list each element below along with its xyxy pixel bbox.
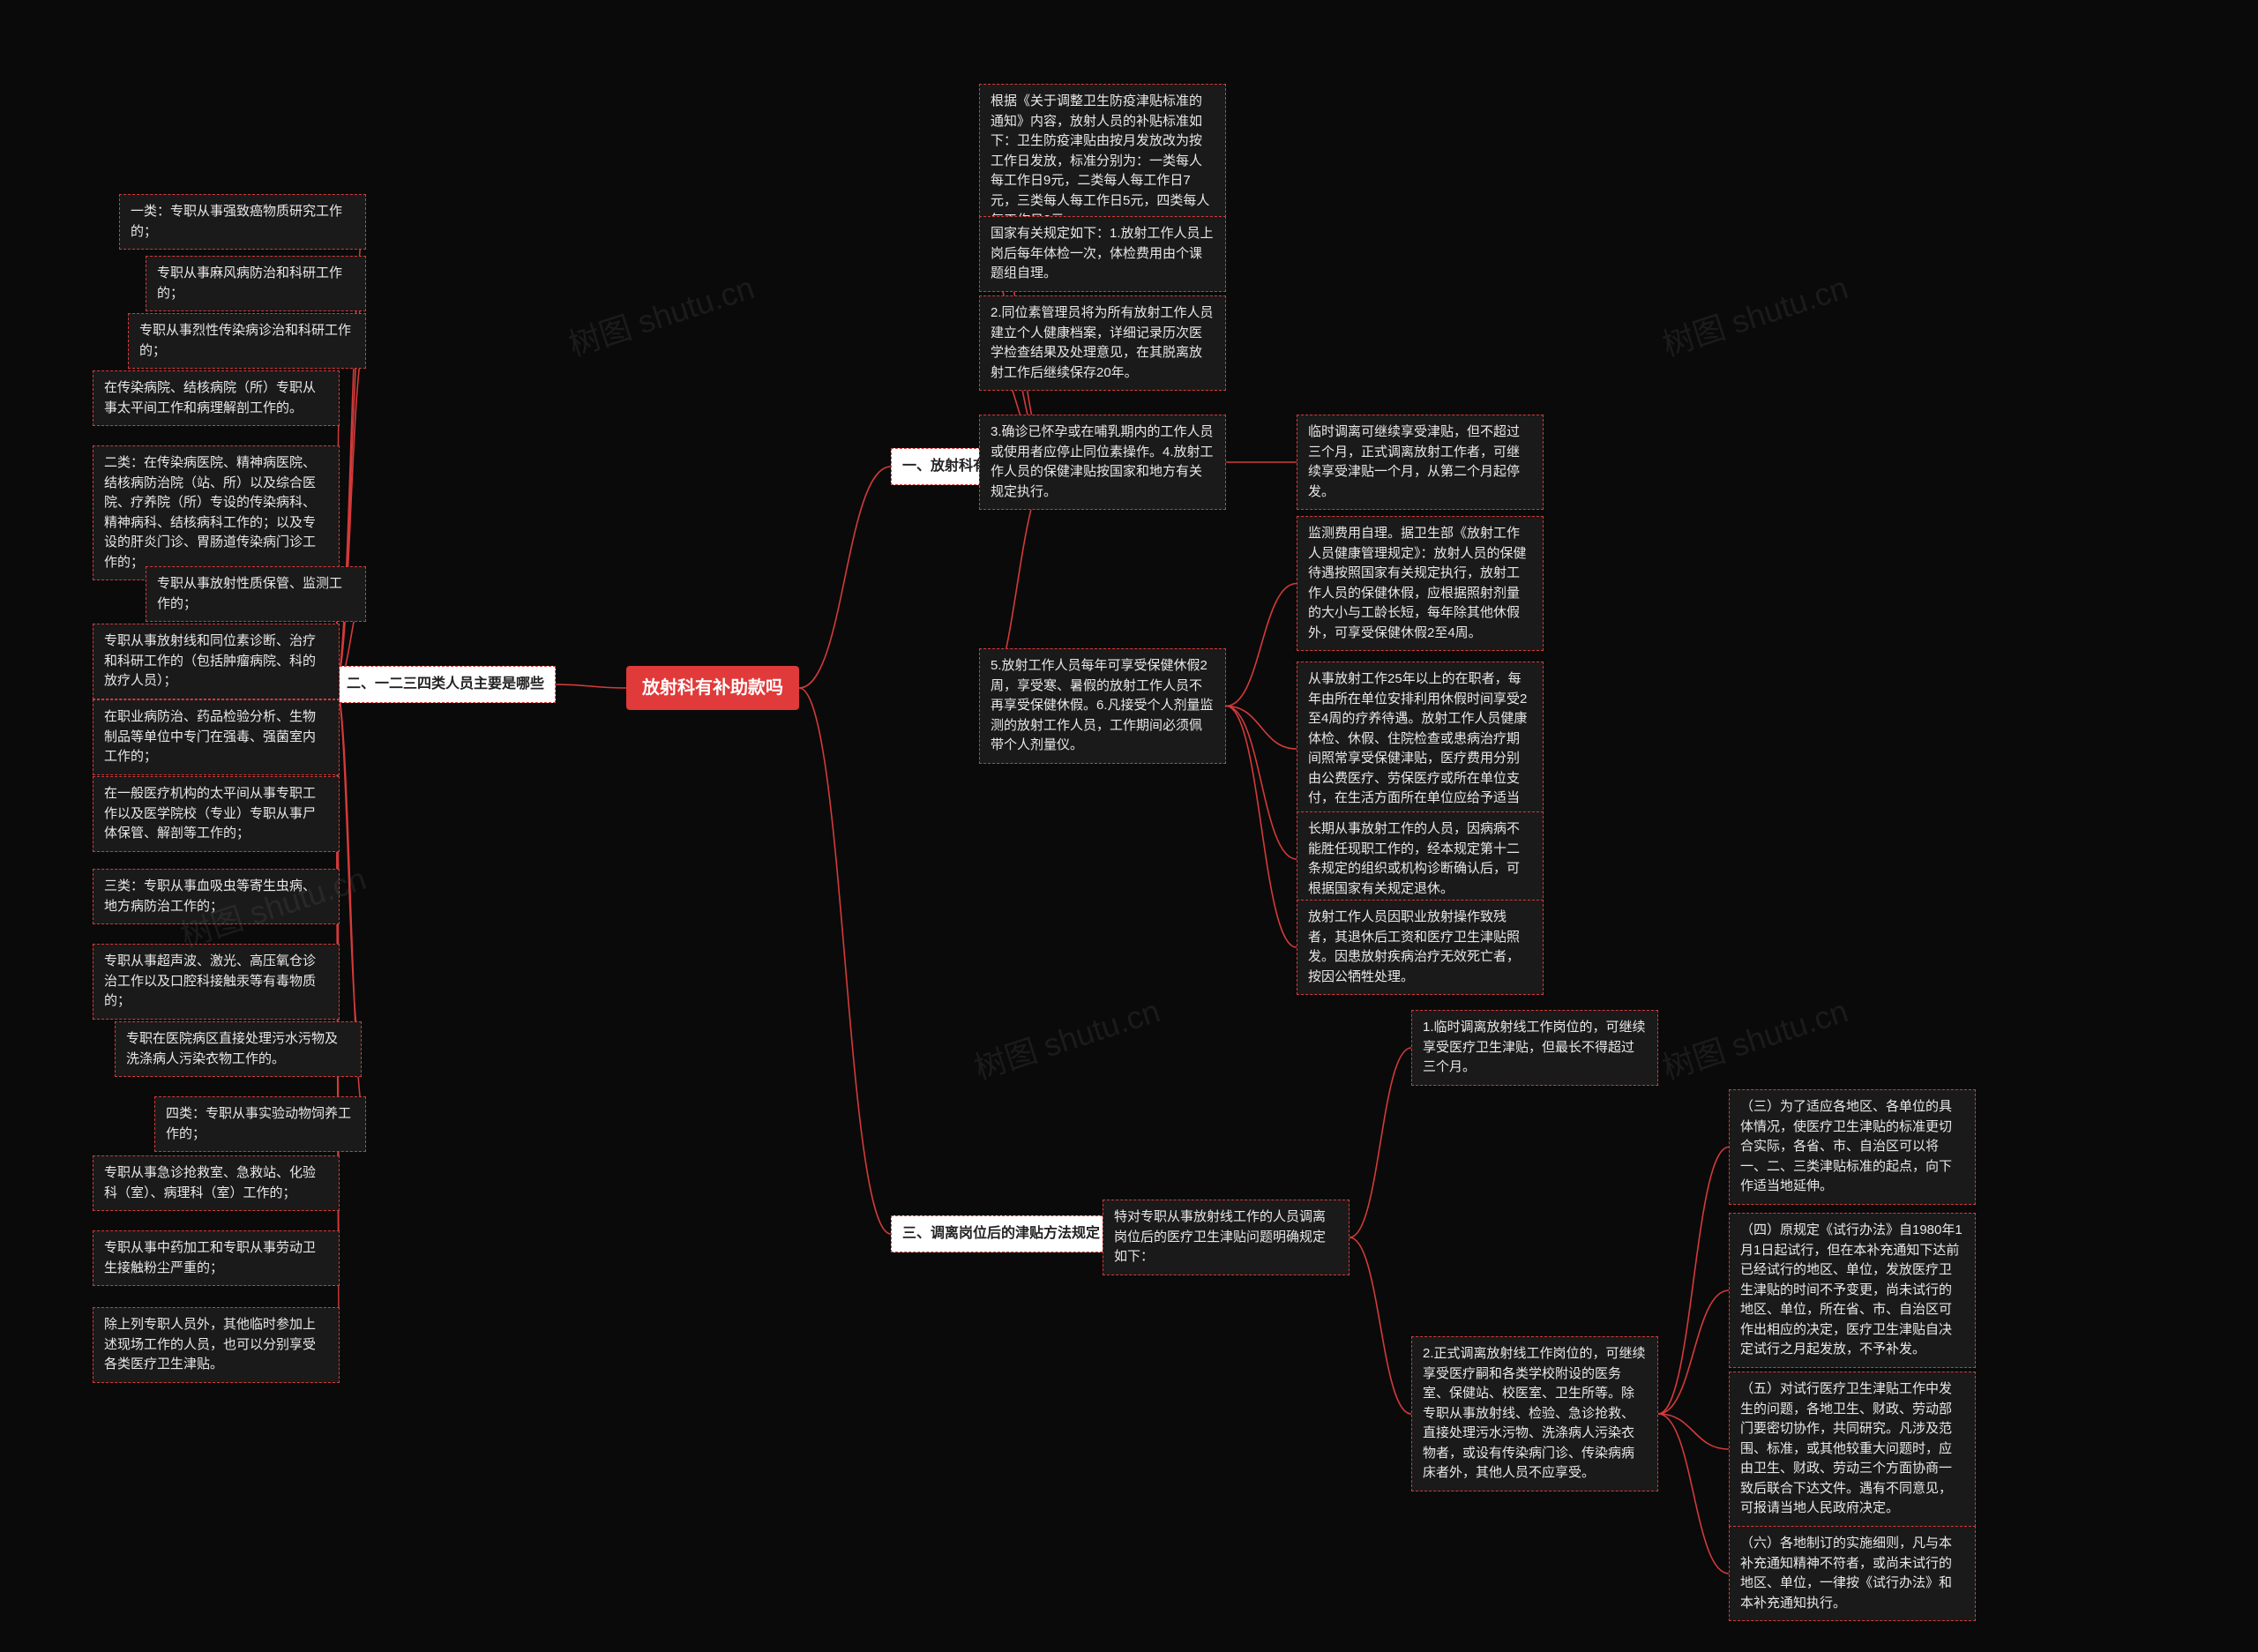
node-label: 除上列专职人员外，其他临时参加上述现场工作的人员，也可以分别享受各类医疗卫生津贴… xyxy=(104,1317,316,1372)
leaf-node-s2l[interactable]: 专职在医院病区直接处理污水污物及洗涤病人污染衣物工作的。 xyxy=(115,1021,362,1077)
leaf-node-s2m[interactable]: 四类：专职从事实验动物饲养工作的； xyxy=(154,1096,366,1152)
node-label: 专职从事中药加工和专职从事劳动卫生接触粉尘严重的； xyxy=(104,1240,316,1275)
node-label: （五）对试行医疗卫生津贴工作中发生的问题，各地卫生、财政、劳动部门要密切协作，共… xyxy=(1740,1381,1952,1515)
leaf-node-s1e3[interactable]: 长期从事放射工作的人员，因病病不能胜任现职工作的，经本规定第十二条规定的组织或机… xyxy=(1297,811,1544,907)
node-label: 专职从事放射性质保管、监测工作的； xyxy=(157,576,342,611)
leaf-node-s1d1[interactable]: 临时调离可继续享受津贴，但不超过三个月，正式调离放射工作者，可继续享受津贴一个月… xyxy=(1297,415,1544,510)
node-label: 三、调离岗位后的津贴方法规定 xyxy=(902,1226,1100,1241)
node-label: 三类：专职从事血吸虫等寄生虫病、地方病防治工作的； xyxy=(104,878,316,914)
section-node-s3[interactable]: 三、调离岗位后的津贴方法规定 xyxy=(891,1215,1111,1252)
node-label: 专职从事超声波、激光、高压氧仓诊治工作以及口腔科接触汞等有毒物质的； xyxy=(104,953,316,1008)
connector xyxy=(1350,1237,1411,1414)
node-label: 从事放射工作25年以上的在职者，每年由所在单位安排利用休假时间享受2至4周的疗养… xyxy=(1308,671,1527,826)
leaf-node-s2i[interactable]: 在一般医疗机构的太平间从事专职工作以及医学院校（专业）专职从事尸体保管、解剖等工… xyxy=(93,776,340,852)
leaf-node-s2k[interactable]: 专职从事超声波、激光、高压氧仓诊治工作以及口腔科接触汞等有毒物质的； xyxy=(93,944,340,1020)
connector xyxy=(1658,1414,1729,1574)
leaf-node-s3a2[interactable]: 2.正式调离放射线工作岗位的，可继续享受医疗嗣和各类学校附设的医务室、保健站、校… xyxy=(1411,1336,1658,1491)
connector xyxy=(556,684,626,688)
leaf-node-s2h[interactable]: 在职业病防治、药品检验分析、生物制品等单位中专门在强毒、强菌室内工作的； xyxy=(93,699,340,775)
mindmap-canvas: 放射科有补助款吗一、放射科有补助款吗二、一二三四类人员主要是哪些三、调离岗位后的… xyxy=(0,0,2258,1652)
watermark: 树图 shutu.cn xyxy=(1656,986,1852,1089)
node-label: 专职在医院病区直接处理污水污物及洗涤病人污染衣物工作的。 xyxy=(126,1031,338,1066)
node-label: 二类：在传染病医院、精神病医院、结核病防治院（站、所）以及综合医院、疗养院（所）… xyxy=(104,455,316,570)
node-label: 四类：专职从事实验动物饲养工作的； xyxy=(166,1106,351,1141)
watermark: 树图 shutu.cn xyxy=(1656,263,1852,366)
node-label: 专职从事放射线和同位素诊断、治疗和科研工作的（包括肿瘤病院、科的放疗人员）； xyxy=(104,633,316,688)
connector xyxy=(1350,1048,1411,1237)
connector xyxy=(1658,1147,1729,1415)
leaf-node-s3b1[interactable]: （三）为了适应各地区、各单位的具体情况，使医疗卫生津贴的标准更切合实际，各省、市… xyxy=(1729,1089,1976,1205)
leaf-node-s3b3[interactable]: （五）对试行医疗卫生津贴工作中发生的问题，各地卫生、财政、劳动部门要密切协作，共… xyxy=(1729,1372,1976,1527)
node-label: 专职从事烈性传染病诊治和科研工作的； xyxy=(139,323,351,358)
node-label: 5.放射工作人员每年可享受保健休假2周，享受寒、暑假的放射工作人员不再享受保健休… xyxy=(991,658,1214,752)
leaf-node-s1e4[interactable]: 放射工作人员因职业放射操作致残者，其退休后工资和医疗卫生津贴照发。因患放射疾病治… xyxy=(1297,900,1544,995)
connector xyxy=(1658,1290,1729,1414)
node-label: 国家有关规定如下：1.放射工作人员上岗后每年体检一次，体检费用由个课题组自理。 xyxy=(991,226,1214,280)
node-label: （三）为了适应各地区、各单位的具体情况，使医疗卫生津贴的标准更切合实际，各省、市… xyxy=(1740,1099,1952,1193)
connector xyxy=(799,467,891,688)
node-label: 2.正式调离放射线工作岗位的，可继续享受医疗嗣和各类学校附设的医务室、保健站、校… xyxy=(1423,1346,1646,1480)
node-label: 专职从事急诊抢救室、急救站、化验科（室）、病理科（室）工作的； xyxy=(104,1165,316,1200)
node-label: 监测费用自理。据卫生部《放射工作人员健康管理规定》：放射人员的保健待遇按照国家有… xyxy=(1308,526,1527,640)
leaf-node-s2n[interactable]: 专职从事急诊抢救室、急救站、化验科（室）、病理科（室）工作的； xyxy=(93,1155,340,1211)
leaf-node-s2b[interactable]: 专职从事麻风病防治和科研工作的； xyxy=(146,256,366,311)
connector xyxy=(799,688,891,1234)
node-label: （四）原规定《试行办法》自1980年1月1日起试行，但在本补充通知下达前已经试行… xyxy=(1740,1222,1963,1357)
leaf-node-s2g[interactable]: 专职从事放射线和同位素诊断、治疗和科研工作的（包括肿瘤病院、科的放疗人员）； xyxy=(93,624,340,699)
connector xyxy=(1226,584,1297,706)
leaf-node-s2f[interactable]: 专职从事放射性质保管、监测工作的； xyxy=(146,566,366,622)
leaf-node-s1d[interactable]: 3.确诊已怀孕或在哺乳期内的工作人员或使用者应停止同位素操作。4.放射工作人员的… xyxy=(979,415,1226,510)
connector xyxy=(1226,706,1297,750)
node-label: 专职从事麻风病防治和科研工作的； xyxy=(157,265,342,301)
node-label: 一类：专职从事强致癌物质研究工作的； xyxy=(131,204,342,239)
leaf-node-s1c[interactable]: 2.同位素管理员将为所有放射工作人员建立个人健康档案，详细记录历次医学检查结果及… xyxy=(979,295,1226,391)
leaf-node-s3a1[interactable]: 1.临时调离放射线工作岗位的，可继续享受医疗卫生津贴，但最长不得超过三个月。 xyxy=(1411,1010,1658,1086)
node-label: 2.同位素管理员将为所有放射工作人员建立个人健康档案，详细记录历次医学检查结果及… xyxy=(991,305,1214,380)
leaf-node-s3a[interactable]: 特对专职从事放射线工作的人员调离岗位后的医疗卫生津贴问题明确规定如下： xyxy=(1103,1200,1350,1275)
leaf-node-s1b[interactable]: 国家有关规定如下：1.放射工作人员上岗后每年体检一次，体检费用由个课题组自理。 xyxy=(979,216,1226,292)
node-label: 放射科有补助款吗 xyxy=(642,678,783,698)
connector xyxy=(1226,706,1297,948)
leaf-node-s1e[interactable]: 5.放射工作人员每年可享受保健休假2周，享受寒、暑假的放射工作人员不再享受保健休… xyxy=(979,648,1226,764)
watermark: 树图 shutu.cn xyxy=(968,986,1164,1089)
node-label: 放射工作人员因职业放射操作致残者，其退休后工资和医疗卫生津贴照发。因患放射疾病治… xyxy=(1308,909,1520,984)
node-label: （六）各地制订的实施细则，凡与本补充通知精神不符者，或尚未试行的地区、单位，一律… xyxy=(1740,1536,1952,1611)
connector xyxy=(335,341,366,685)
node-label: 临时调离可继续享受津贴，但不超过三个月，正式调离放射工作者，可继续享受津贴一个月… xyxy=(1308,424,1520,499)
root-node[interactable]: 放射科有补助款吗 xyxy=(626,666,799,710)
leaf-node-s2c[interactable]: 专职从事烈性传染病诊治和科研工作的； xyxy=(128,313,366,369)
node-label: 在一般医疗机构的太平间从事专职工作以及医学院校（专业）专职从事尸体保管、解剖等工… xyxy=(104,786,316,841)
node-label: 在职业病防治、药品检验分析、生物制品等单位中专门在强毒、强菌室内工作的； xyxy=(104,709,316,764)
node-label: 二、一二三四类人员主要是哪些 xyxy=(347,676,544,691)
node-label: 在传染病院、结核病院（所）专职从事太平间工作和病理解剖工作的。 xyxy=(104,380,316,415)
leaf-node-s2a[interactable]: 一类：专职从事强致癌物质研究工作的； xyxy=(119,194,366,250)
node-label: 3.确诊已怀孕或在哺乳期内的工作人员或使用者应停止同位素操作。4.放射工作人员的… xyxy=(991,424,1214,499)
leaf-node-s3b4[interactable]: （六）各地制订的实施细则，凡与本补充通知精神不符者，或尚未试行的地区、单位，一律… xyxy=(1729,1526,1976,1621)
leaf-node-s3b2[interactable]: （四）原规定《试行办法》自1980年1月1日起试行，但在本补充通知下达前已经试行… xyxy=(1729,1213,1976,1368)
node-label: 特对专职从事放射线工作的人员调离岗位后的医疗卫生津贴问题明确规定如下： xyxy=(1114,1209,1326,1264)
node-label: 根据《关于调整卫生防疫津贴标准的通知》内容，放射人员的补贴标准如下：卫生防疫津贴… xyxy=(991,93,1209,228)
leaf-node-s1e1[interactable]: 监测费用自理。据卫生部《放射工作人员健康管理规定》：放射人员的保健待遇按照国家有… xyxy=(1297,516,1544,651)
leaf-node-s2d[interactable]: 在传染病院、结核病院（所）专职从事太平间工作和病理解剖工作的。 xyxy=(93,370,340,426)
node-label: 1.临时调离放射线工作岗位的，可继续享受医疗卫生津贴，但最长不得超过三个月。 xyxy=(1423,1020,1646,1074)
leaf-node-s2e[interactable]: 二类：在传染病医院、精神病医院、结核病防治院（站、所）以及综合医院、疗养院（所）… xyxy=(93,445,340,580)
leaf-node-s2p[interactable]: 除上列专职人员外，其他临时参加上述现场工作的人员，也可以分别享受各类医疗卫生津贴… xyxy=(93,1307,340,1383)
node-label: 长期从事放射工作的人员，因病病不能胜任现职工作的，经本规定第十二条规定的组织或机… xyxy=(1308,821,1520,896)
leaf-node-s2o[interactable]: 专职从事中药加工和专职从事劳动卫生接触粉尘严重的； xyxy=(93,1230,340,1286)
connector xyxy=(1226,706,1297,860)
connector xyxy=(1658,1414,1729,1449)
watermark: 树图 shutu.cn xyxy=(562,263,759,366)
leaf-node-s2j[interactable]: 三类：专职从事血吸虫等寄生虫病、地方病防治工作的； xyxy=(93,869,340,924)
leaf-node-s1e2[interactable]: 从事放射工作25年以上的在职者，每年由所在单位安排利用休假时间享受2至4周的疗养… xyxy=(1297,662,1544,836)
section-node-s2[interactable]: 二、一二三四类人员主要是哪些 xyxy=(335,666,556,703)
